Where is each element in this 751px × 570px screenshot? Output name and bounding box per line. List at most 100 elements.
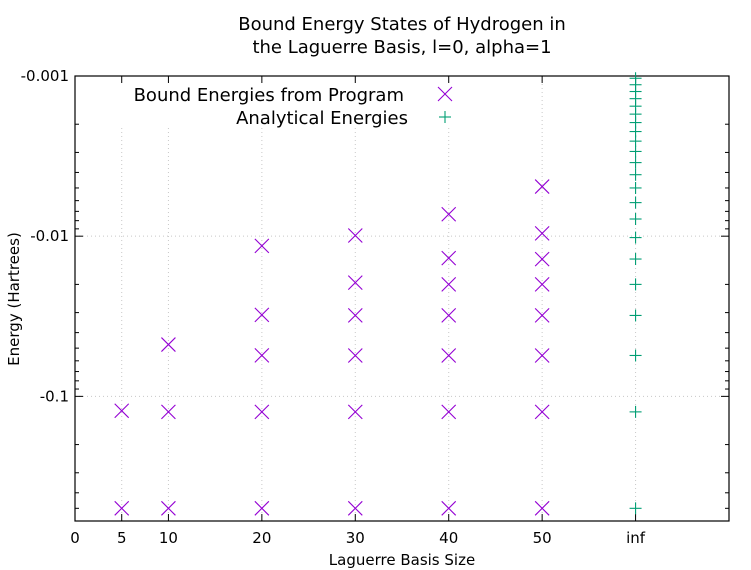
marker-stroke <box>347 500 363 516</box>
point-layer <box>114 72 642 516</box>
data-point-program <box>254 238 270 254</box>
data-point-program <box>441 404 457 420</box>
data-point-analytical <box>629 278 642 291</box>
marker-stroke <box>254 404 270 420</box>
data-point-program <box>441 307 457 323</box>
tick-layer: 0 5 10 20 30 40 50 inf -0.001 -0.01 -0.1 <box>21 67 729 547</box>
data-point-program <box>114 500 130 516</box>
marker-stroke <box>437 86 453 102</box>
marker-stroke <box>534 348 550 363</box>
marker-stroke <box>254 348 270 363</box>
marker-stroke <box>441 500 457 516</box>
y-tick-label: -0.1 <box>40 387 69 405</box>
y-tick-label: -0.001 <box>21 67 69 85</box>
chart-title-line-1: Bound Energy States of Hydrogen in <box>238 14 566 35</box>
data-point-analytical <box>629 253 642 266</box>
legend-label-analytical: Analytical Energies <box>236 108 408 129</box>
marker-stroke <box>161 337 176 352</box>
marker-stroke <box>441 307 457 323</box>
data-point-program <box>347 404 363 420</box>
marker-stroke <box>347 307 363 323</box>
data-point-program <box>161 337 176 352</box>
data-point-program <box>534 251 550 267</box>
data-point-analytical <box>629 145 642 158</box>
x-tick-label: 20 <box>252 529 271 547</box>
x-tick-label: inf <box>626 529 646 547</box>
data-point-analytical <box>629 231 642 244</box>
x-tick-label: 5 <box>117 529 127 547</box>
data-point-program <box>534 307 550 323</box>
marker-stroke <box>441 250 457 266</box>
x-tick-label: 40 <box>439 529 458 547</box>
data-point-analytical <box>629 168 642 181</box>
data-point-analytical <box>629 309 642 322</box>
data-point-program <box>534 500 550 516</box>
data-point-program <box>254 307 270 323</box>
data-point-program <box>441 348 457 363</box>
x-tick-label: 30 <box>346 529 365 547</box>
data-point-program <box>254 404 270 420</box>
data-point-program <box>347 348 363 363</box>
marker-stroke <box>534 307 550 323</box>
marker-stroke <box>254 238 270 254</box>
data-point-program <box>534 179 550 194</box>
data-point-analytical <box>629 72 642 85</box>
marker-stroke <box>534 500 550 516</box>
legend-marker-program <box>437 86 453 102</box>
data-point-program <box>441 277 457 292</box>
marker-stroke <box>254 307 270 323</box>
marker-stroke <box>161 500 176 516</box>
data-point-analytical <box>629 156 642 169</box>
data-point-program <box>161 500 176 516</box>
legend-marker-analytical <box>439 111 451 123</box>
data-point-program <box>114 403 130 419</box>
data-point-program <box>441 206 457 222</box>
data-point-program <box>347 307 363 323</box>
marker-stroke <box>534 277 550 292</box>
marker-stroke <box>114 500 130 516</box>
data-point-analytical <box>629 196 642 209</box>
marker-stroke <box>441 404 457 420</box>
data-point-analytical <box>629 405 642 418</box>
marker-stroke <box>114 403 130 419</box>
grid-layer <box>75 76 729 521</box>
marker-stroke <box>534 179 550 194</box>
data-point-program <box>534 348 550 363</box>
marker-stroke <box>441 348 457 363</box>
data-point-program <box>534 225 550 241</box>
y-axis-label: Energy (Hartrees) <box>5 232 23 366</box>
marker-stroke <box>347 228 363 243</box>
data-point-program <box>441 250 457 266</box>
marker-stroke <box>254 500 270 516</box>
data-point-program <box>254 500 270 516</box>
data-point-program <box>347 500 363 516</box>
legend-label-program: Bound Energies from Program <box>134 85 404 106</box>
data-point-analytical <box>629 502 642 515</box>
x-axis-label: Laguerre Basis Size <box>329 551 475 569</box>
marker-stroke <box>347 275 363 291</box>
plot-frame <box>74 75 730 522</box>
data-point-program <box>534 277 550 292</box>
x-tick-label: 10 <box>159 529 178 547</box>
data-point-program <box>161 404 176 420</box>
y-tick-label: -0.01 <box>30 227 69 245</box>
data-point-analytical <box>629 181 642 194</box>
marker-stroke <box>441 277 457 292</box>
data-point-program <box>347 228 363 243</box>
x-tick-label: 50 <box>533 529 552 547</box>
data-point-analytical <box>629 349 642 362</box>
data-point-program <box>441 500 457 516</box>
chart-title-line-2: the Laguerre Basis, l=0, alpha=1 <box>252 37 551 58</box>
data-point-analytical <box>629 213 642 226</box>
marker-stroke <box>534 404 550 420</box>
data-point-program <box>534 404 550 420</box>
marker-stroke <box>347 404 363 420</box>
data-point-program <box>347 275 363 291</box>
marker-stroke <box>534 225 550 241</box>
data-point-program <box>254 348 270 363</box>
legend: Bound Energies from Program Analytical E… <box>134 85 408 129</box>
marker-stroke <box>161 404 176 420</box>
marker-stroke <box>347 348 363 363</box>
marker-stroke <box>441 206 457 222</box>
